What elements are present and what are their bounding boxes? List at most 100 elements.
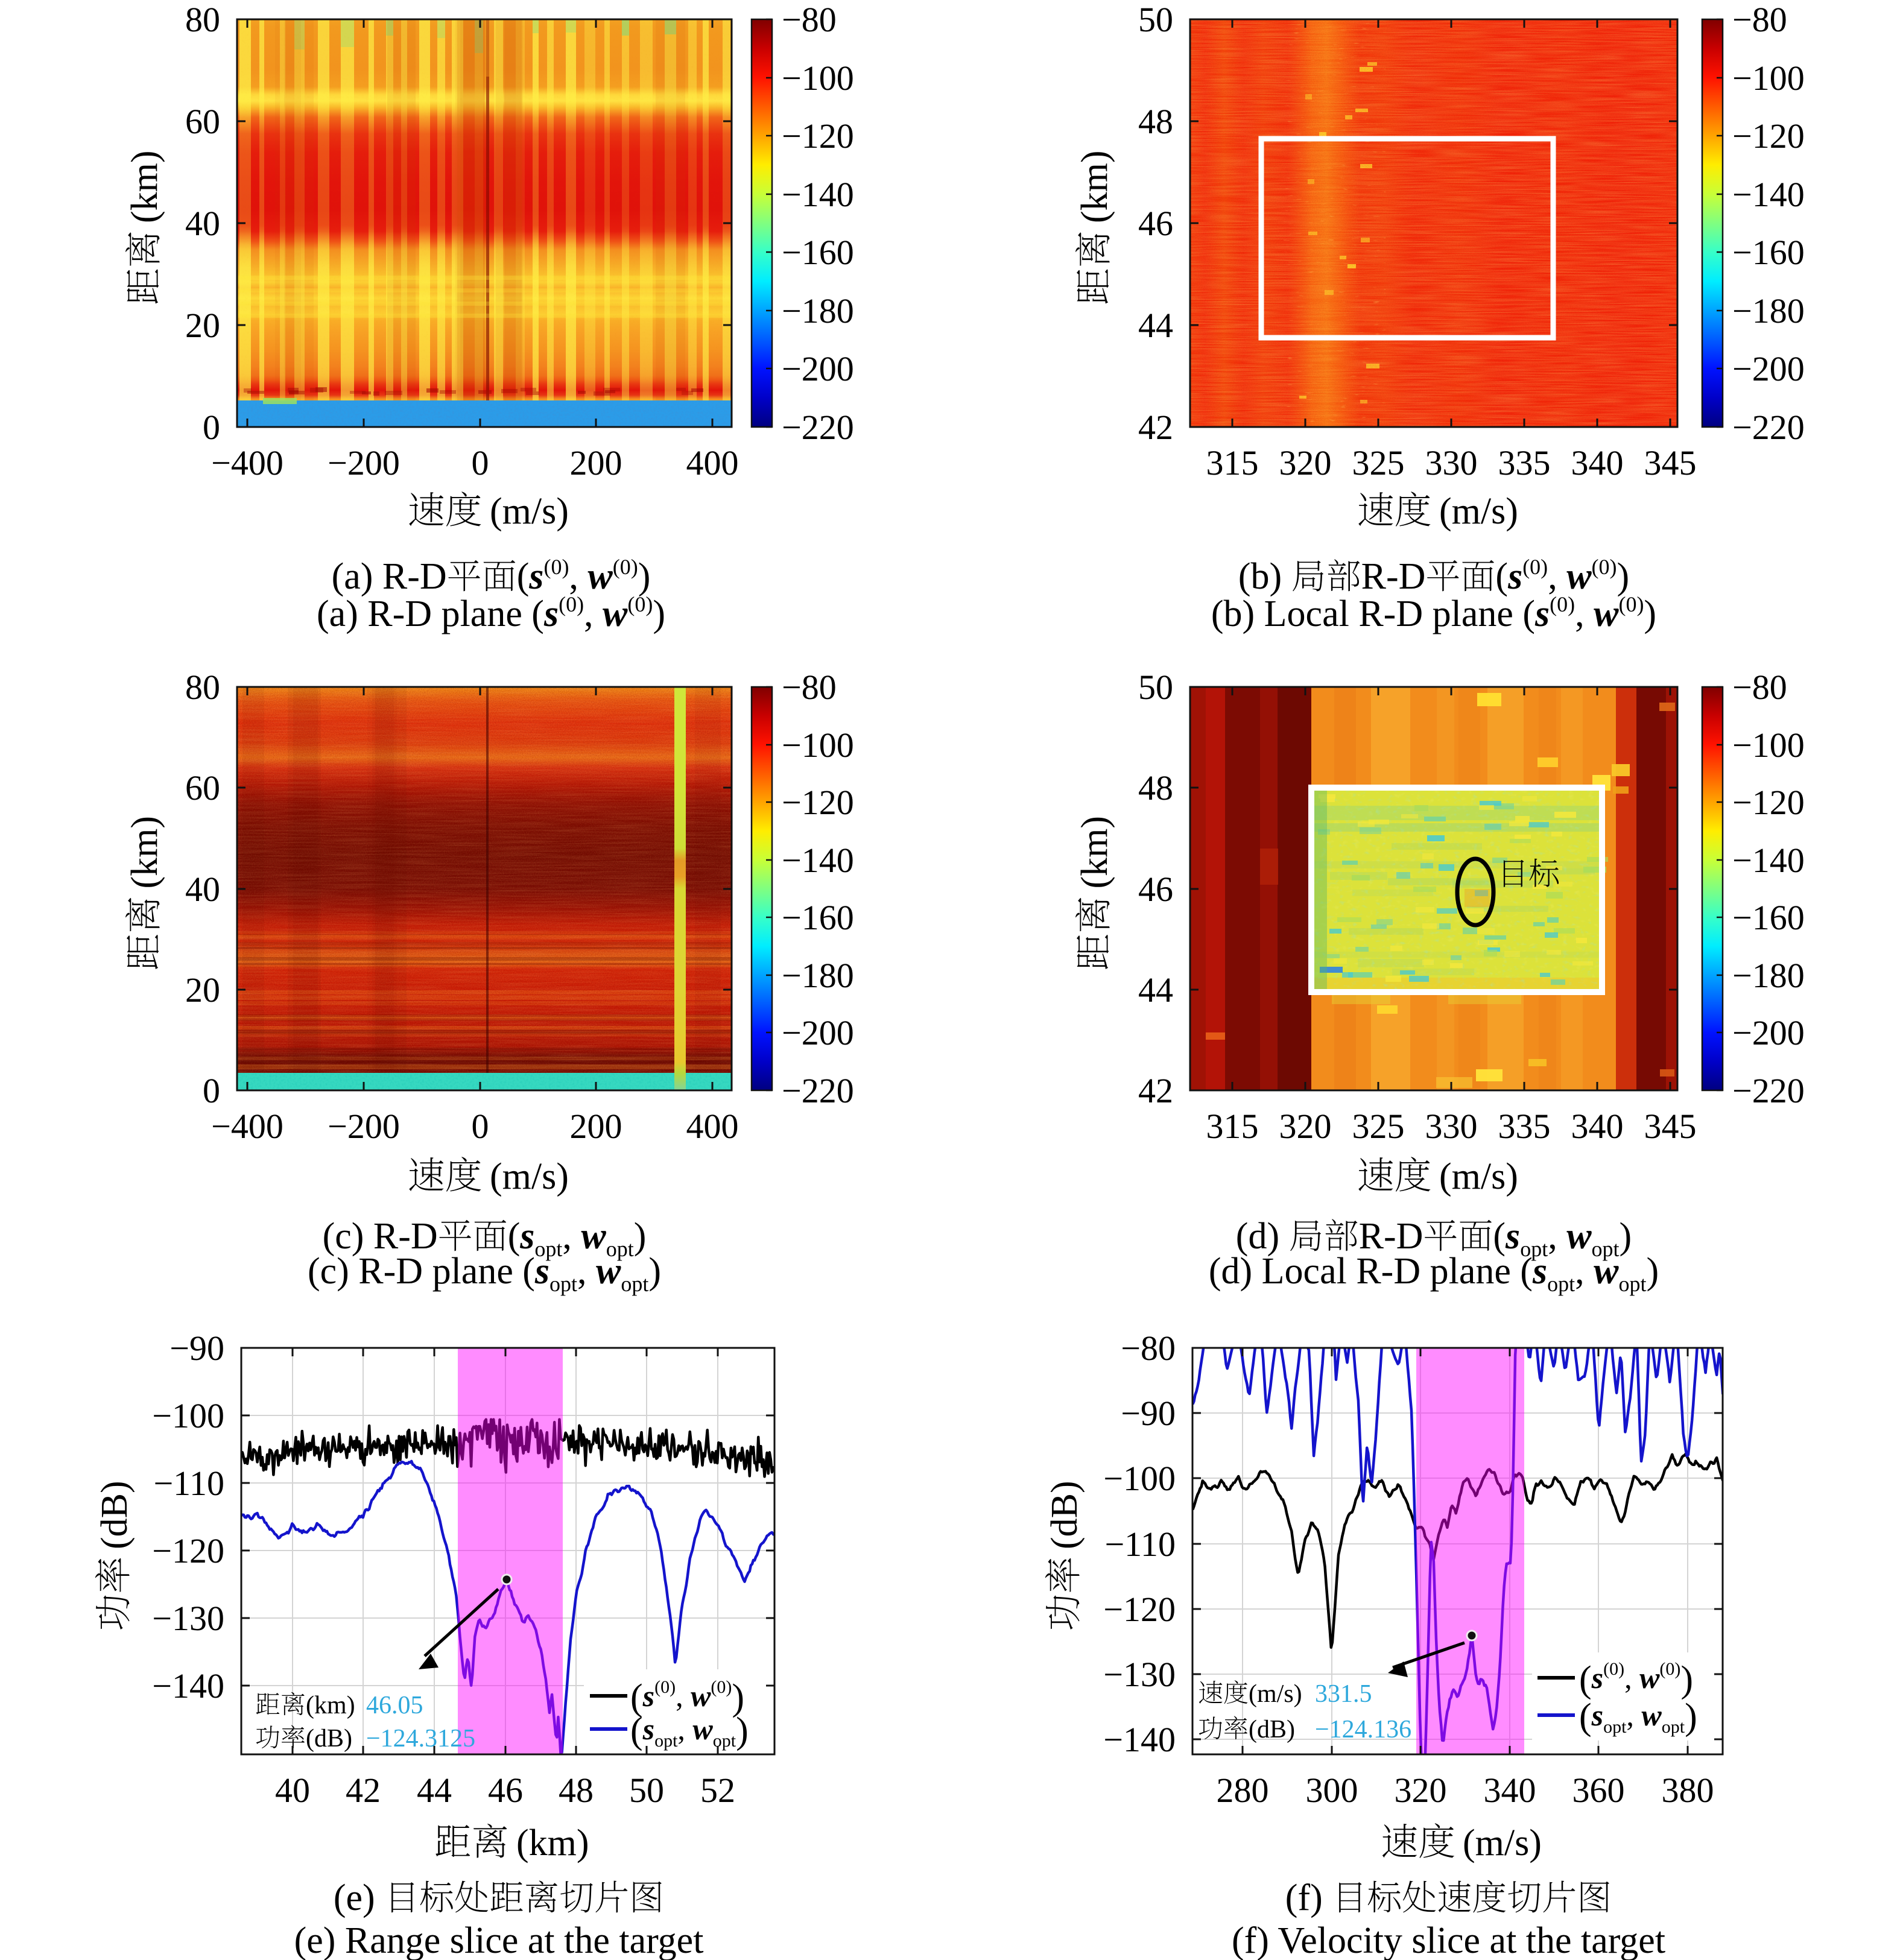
svg-text:,: , [676, 1679, 683, 1713]
svg-text:−180: −180 [1732, 956, 1805, 995]
svg-text:(f) Velocity slice at the targ: (f) Velocity slice at the target [1232, 1920, 1665, 1960]
svg-text:−100: −100 [782, 58, 854, 98]
svg-text:(d): (d) [1236, 1216, 1279, 1257]
svg-text:(d) Local R-D plane: (d) Local R-D plane [1209, 1251, 1511, 1292]
svg-text:): ) [1620, 1216, 1632, 1257]
svg-text:315: 315 [1206, 443, 1259, 482]
svg-text:(e): (e) [334, 1877, 375, 1918]
svg-text:0: 0 [203, 408, 220, 447]
svg-text:46: 46 [1138, 204, 1173, 243]
svg-text:0: 0 [472, 443, 489, 482]
svg-text:s: s [642, 1679, 654, 1713]
svg-text:20: 20 [185, 970, 220, 1010]
svg-text:280: 280 [1217, 1771, 1269, 1810]
svg-text:52: 52 [700, 1771, 735, 1810]
svg-text:320: 320 [1395, 1771, 1447, 1810]
svg-text:46: 46 [488, 1771, 523, 1810]
svg-text:−160: −160 [1732, 233, 1805, 272]
svg-text:−120: −120 [1732, 783, 1805, 822]
svg-text:(c) R-D: (c) R-D [323, 1216, 438, 1257]
svg-text:46.05: 46.05 [366, 1692, 423, 1719]
svg-text:400: 400 [686, 1107, 739, 1146]
svg-text:w: w [581, 1216, 606, 1257]
svg-text:335: 335 [1498, 443, 1551, 482]
svg-text:200: 200 [570, 1107, 622, 1146]
svg-text:(: ( [531, 593, 544, 634]
svg-text:(0): (0) [1619, 592, 1644, 616]
svg-text:42: 42 [1138, 1071, 1173, 1110]
svg-text:(m/s): (m/s) [490, 491, 569, 532]
svg-text:(km): (km) [516, 1822, 589, 1864]
svg-text:,: , [569, 556, 578, 597]
svg-text:(m/s): (m/s) [1439, 1156, 1518, 1197]
svg-text:−200: −200 [1732, 349, 1805, 388]
svg-text:−200: −200 [782, 1013, 854, 1052]
svg-text:44: 44 [1138, 306, 1173, 345]
svg-text:R-D: R-D [1361, 556, 1426, 597]
svg-text:−100: −100 [1732, 726, 1805, 765]
svg-text:325: 325 [1352, 443, 1405, 482]
svg-text:(b) Local R-D plane: (b) Local R-D plane [1211, 593, 1513, 634]
svg-text:s: s [1507, 556, 1522, 597]
svg-text:−120: −120 [1103, 1590, 1176, 1629]
svg-text:(e) Range slice at the target: (e) Range slice at the target [294, 1920, 704, 1960]
svg-text:(km): (km) [124, 816, 165, 889]
svg-text:345: 345 [1644, 1107, 1697, 1146]
svg-text:−400: −400 [211, 443, 283, 482]
svg-text:(b): (b) [1238, 556, 1282, 597]
svg-text:): ) [1617, 556, 1630, 597]
svg-text:−160: −160 [782, 233, 854, 272]
svg-text:−130: −130 [1103, 1655, 1176, 1694]
svg-text:(0): (0) [1592, 555, 1617, 579]
svg-text:,: , [677, 1712, 685, 1746]
svg-text:,: , [1548, 1216, 1557, 1257]
svg-text:331.5: 331.5 [1315, 1680, 1372, 1708]
svg-text:(km): (km) [306, 1692, 355, 1719]
svg-text:−110: −110 [153, 1464, 224, 1503]
svg-text:w: w [1639, 1661, 1660, 1695]
svg-text:opt: opt [549, 1272, 577, 1296]
svg-text:60: 60 [185, 102, 220, 141]
svg-text:,: , [584, 593, 594, 634]
svg-text:0: 0 [472, 1107, 489, 1146]
svg-text:opt: opt [1603, 1717, 1627, 1737]
svg-text:s: s [519, 1216, 534, 1257]
svg-text:80: 80 [185, 0, 220, 39]
svg-text:335: 335 [1498, 1107, 1551, 1146]
svg-text:(km): (km) [1074, 150, 1115, 223]
svg-text:0: 0 [203, 1071, 220, 1110]
svg-text:−100: −100 [152, 1396, 224, 1435]
svg-text:315: 315 [1206, 1107, 1259, 1146]
svg-text:(a) R-D: (a) R-D [332, 556, 447, 597]
svg-text:w: w [596, 1251, 621, 1292]
svg-text:−80: −80 [1732, 668, 1787, 707]
svg-text:(0): (0) [613, 555, 638, 579]
svg-text:−124.3125: −124.3125 [366, 1725, 475, 1753]
svg-text:R-D: R-D [1359, 1216, 1423, 1257]
svg-text:): ) [732, 1677, 744, 1718]
svg-text:,: , [1624, 1661, 1632, 1695]
svg-text:): ) [1644, 593, 1656, 634]
svg-text:−100: −100 [782, 726, 854, 765]
svg-text:(m/s): (m/s) [1463, 1822, 1542, 1864]
svg-text:80: 80 [185, 668, 220, 707]
svg-text:): ) [638, 556, 651, 597]
svg-text:opt: opt [713, 1731, 736, 1751]
svg-text:(dB): (dB) [94, 1481, 135, 1549]
svg-text:(0): (0) [627, 592, 653, 616]
svg-text:(c) R-D plane: (c) R-D plane [308, 1251, 513, 1292]
svg-text:325: 325 [1352, 1107, 1405, 1146]
svg-text:−80: −80 [782, 668, 837, 707]
svg-text:380: 380 [1662, 1771, 1714, 1810]
svg-text:opt: opt [654, 1731, 678, 1751]
svg-text:50: 50 [1138, 0, 1173, 39]
svg-text:(: ( [630, 1710, 643, 1751]
svg-text:(0): (0) [1603, 1659, 1624, 1679]
svg-text:s: s [543, 593, 559, 634]
svg-text:−120: −120 [1732, 116, 1805, 156]
svg-text:360: 360 [1572, 1771, 1625, 1810]
svg-text:(: ( [630, 1677, 643, 1718]
svg-text:−220: −220 [782, 1071, 854, 1110]
svg-text:−140: −140 [1732, 175, 1805, 214]
svg-text:40: 40 [185, 204, 220, 243]
